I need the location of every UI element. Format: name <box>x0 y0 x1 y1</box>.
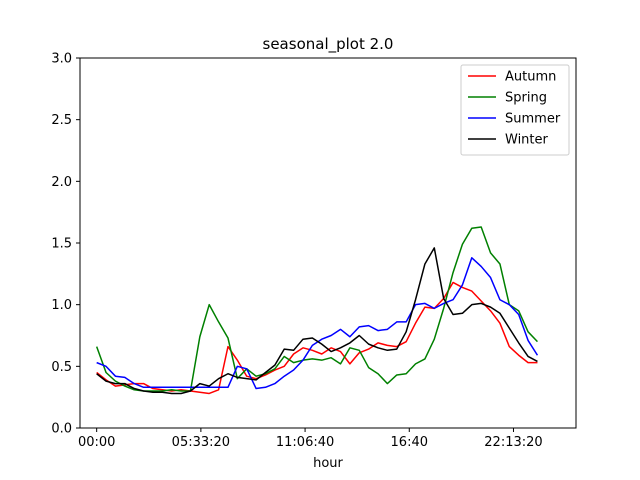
legend: Autumn Spring Summer Winter <box>460 64 570 156</box>
chart-title: seasonal_plot 2.0 <box>263 35 394 54</box>
x-tick-label: 22:13:20 <box>484 435 542 450</box>
legend-label: Summer <box>505 112 561 127</box>
y-tick-label: 2.0 <box>51 175 72 190</box>
legend-label: Spring <box>505 91 547 106</box>
legend-box <box>460 64 570 156</box>
series-line-spring <box>95 226 538 392</box>
plot-frame <box>79 57 577 429</box>
y-tick-label: 2.5 <box>51 113 72 128</box>
y-tick-label: 3.0 <box>51 52 72 67</box>
series-layer <box>95 226 539 395</box>
x-axis: 00:00 05:33:20 11:06:40 16:40 22:13:20 <box>78 428 543 450</box>
y-axis: 0.0 0.5 1.0 1.5 2.0 2.5 3.0 <box>51 52 80 437</box>
legend-label: Autumn <box>505 70 556 85</box>
y-tick-label: 1.0 <box>51 298 72 313</box>
series-line-autumn <box>96 281 538 395</box>
x-tick-label: 05:33:20 <box>172 435 230 450</box>
y-tick-label: 1.5 <box>51 237 72 252</box>
legend-label: Winter <box>505 133 549 148</box>
x-tick-label: 16:40 <box>391 435 428 450</box>
series-line-summer <box>96 257 539 390</box>
y-tick-label: 0.0 <box>51 422 72 437</box>
y-tick-label: 0.5 <box>51 360 72 375</box>
x-tick-label: 11:06:40 <box>276 435 334 450</box>
series-line-winter <box>96 247 538 395</box>
x-tick-label: 00:00 <box>78 435 115 450</box>
x-axis-label: hour <box>313 456 343 471</box>
